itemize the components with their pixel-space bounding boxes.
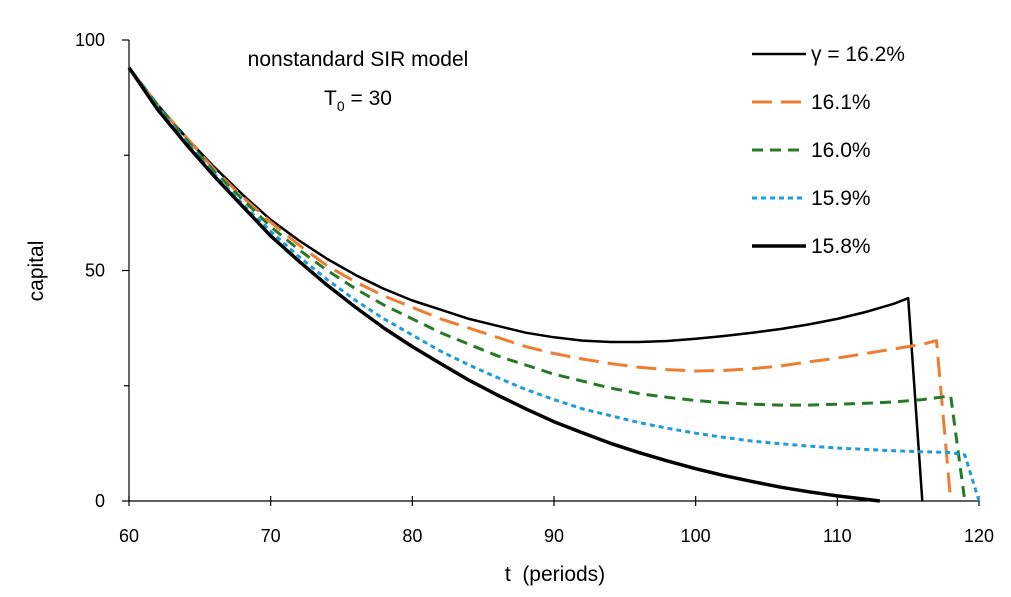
- annotation-line-1: nonstandard SIR model: [248, 48, 469, 71]
- x-tick-label: 90: [544, 526, 564, 546]
- series-line-1: [128, 66, 924, 502]
- series-line-4: [127, 66, 981, 502]
- y-tick-label: 100: [75, 30, 105, 50]
- legend-label-1: γ = 16.2%: [811, 43, 905, 66]
- x-tick-label: 80: [402, 526, 422, 546]
- series-layer: [127, 66, 981, 503]
- annotation-line-2-sub: 0: [337, 98, 345, 114]
- annotation-line-2-suffix: = 30: [345, 87, 392, 110]
- y-ticks: 0 50 100: [75, 30, 129, 511]
- x-tick-label: 110: [823, 526, 852, 546]
- series-line-2: [127, 66, 953, 502]
- legend-label-4: 15.9%: [811, 187, 871, 210]
- legend: γ = 16.2% 16.1% 16.0% 15.9% 15.8%: [752, 43, 905, 258]
- annotation-line-2: T0 = 30: [324, 87, 392, 114]
- x-tick-label: 120: [964, 526, 994, 546]
- series-line-5: [127, 66, 881, 503]
- legend-label-5: 15.8%: [811, 235, 871, 258]
- legend-label-2: 16.1%: [811, 91, 871, 114]
- y-tick-label: 0: [95, 491, 105, 511]
- series-line-3: [127, 66, 967, 502]
- x-tick-label: 100: [681, 526, 711, 546]
- y-axis-title: capital: [25, 241, 48, 302]
- legend-label-3: 16.0%: [811, 139, 871, 162]
- x-tick-label: 70: [261, 526, 281, 546]
- y-tick-label: 50: [85, 261, 105, 281]
- x-axis-title: t (periods): [505, 563, 605, 586]
- x-tick-label: 60: [119, 526, 139, 546]
- x-ticks: 60 70 80 90 100 110 120: [119, 496, 994, 546]
- annotation-line-2-prefix: T: [324, 87, 337, 110]
